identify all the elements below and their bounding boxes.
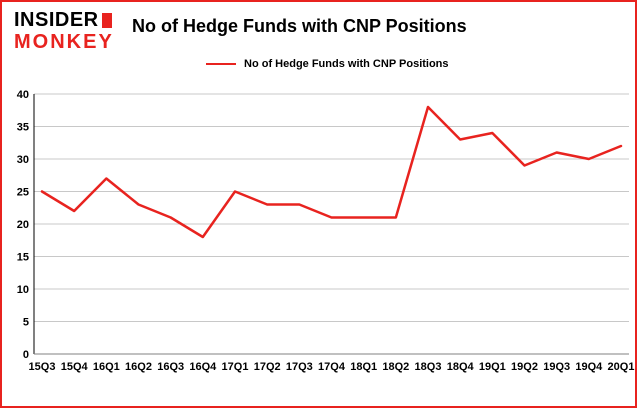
x-tick-label: 20Q1 bbox=[608, 361, 635, 373]
insider-monkey-logo: INSIDER MONKEY bbox=[14, 10, 114, 52]
line-chart: 0 5 10 15 20 25 30 35 40 15Q3 15Q4 16Q1 16Q2 16Q3 16Q4… bbox=[17, 89, 635, 373]
legend-line-icon bbox=[206, 63, 236, 65]
logo-red-square-icon bbox=[101, 12, 112, 28]
y-tick-label: 5 bbox=[23, 317, 29, 329]
x-tick-label: 18Q1 bbox=[350, 361, 377, 373]
logo-monkey-text: MONKEY bbox=[14, 31, 114, 53]
chart-area: 0 5 10 15 20 25 30 35 40 15Q3 15Q4 16Q1 16Q2 16Q3 16Q4… bbox=[6, 82, 635, 404]
y-tick-label: 0 bbox=[23, 349, 29, 361]
y-tick-label: 25 bbox=[17, 187, 29, 199]
y-tick-label: 35 bbox=[17, 122, 29, 134]
y-tick-label: 40 bbox=[17, 89, 29, 101]
legend: No of Hedge Funds with CNP Positions bbox=[206, 58, 449, 70]
x-tick-label: 17Q2 bbox=[254, 361, 281, 373]
x-tick-label: 17Q3 bbox=[286, 361, 313, 373]
x-tick-label: 16Q4 bbox=[189, 361, 217, 373]
x-tick-label: 16Q1 bbox=[93, 361, 120, 373]
x-tick-label: 16Q2 bbox=[125, 361, 152, 373]
x-tick-label: 17Q1 bbox=[222, 361, 249, 373]
logo-top-row: INSIDER bbox=[14, 10, 114, 30]
y-tick-label: 15 bbox=[17, 252, 29, 264]
legend-label: No of Hedge Funds with CNP Positions bbox=[244, 58, 449, 70]
x-tick-label: 17Q4 bbox=[318, 361, 346, 373]
x-tick-label: 19Q2 bbox=[511, 361, 538, 373]
x-tick-label: 19Q3 bbox=[543, 361, 570, 373]
x-tick-label: 18Q2 bbox=[382, 361, 409, 373]
series-line bbox=[40, 105, 623, 239]
x-tick-label: 18Q4 bbox=[447, 361, 475, 373]
y-tick-label: 20 bbox=[17, 219, 29, 231]
chart-title: No of Hedge Funds with CNP Positions bbox=[132, 16, 467, 36]
x-tick-label: 15Q4 bbox=[61, 361, 89, 373]
y-tick-label: 10 bbox=[17, 284, 29, 296]
x-tick-label: 18Q3 bbox=[415, 361, 442, 373]
logo-insider-text: INSIDER bbox=[14, 9, 99, 31]
x-tick-label: 16Q3 bbox=[157, 361, 184, 373]
x-tick-label: 15Q3 bbox=[29, 361, 56, 373]
x-tick-label: 19Q4 bbox=[575, 361, 603, 373]
y-tick-label: 30 bbox=[17, 154, 29, 166]
x-tick-label: 19Q1 bbox=[479, 361, 506, 373]
